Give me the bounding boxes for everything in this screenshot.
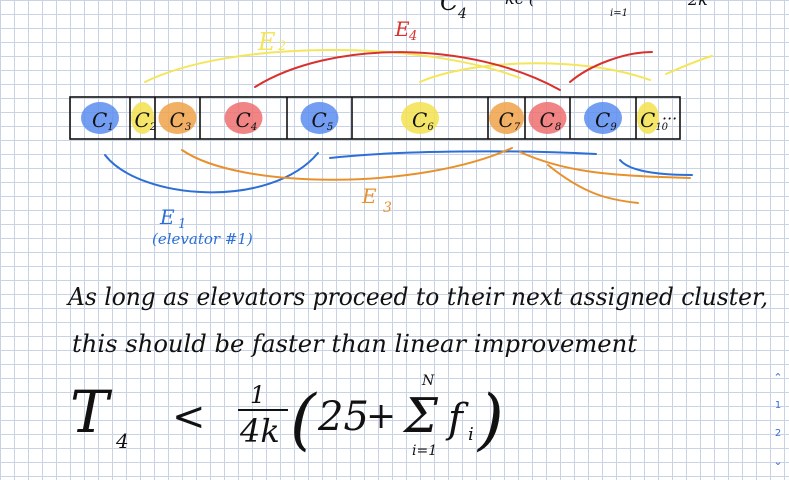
strip-ellipsis: ··· [662,109,677,128]
formula-den: 4k [239,412,280,450]
top-partial-fragment: kc ( [505,0,536,8]
e2-path-c [666,56,712,74]
e3-path [182,148,512,180]
chevron-down-icon[interactable]: ⌄ [773,456,782,468]
top-partial-sum-sub: i=1 [610,8,628,19]
formula-lhs: T [70,378,113,446]
e3-sub: 3 [383,200,392,216]
formula-term: f [445,396,469,442]
e1-label: E [159,205,175,229]
top-partial-tail: 2k [687,0,708,9]
formula-open-paren: ( [290,381,317,458]
formula-num: 1 [250,381,265,409]
e2-path-b [420,63,650,82]
formula-term-sub: i [468,424,474,445]
page-number-2[interactable]: 2 [775,428,781,440]
top-partial-var: C [440,0,458,16]
formula: T 4 < 1 4k ( 25 + N Σ i=1 f i ) [70,373,504,459]
e3-label: E [361,184,377,208]
top-partial-sub: 4 [457,6,467,22]
e4-path [255,52,560,90]
formula-sum: Σ [402,388,439,444]
formula-lhs-sub: 4 [115,429,129,453]
formula-close-paren: ) [476,381,504,458]
top-partial-formula: " C 4 kc ( i=1 2k [118,0,708,22]
e4-sub: 4 [408,29,417,44]
e1-path-c [620,160,692,175]
formula-sum-top: N [421,373,435,389]
formula-lt: < [172,394,206,440]
text-line-1: As long as elevators proceed to their ne… [66,283,768,311]
chevron-up-icon[interactable]: ⌃ [773,372,782,384]
formula-sum-bottom: i=1 [412,443,437,459]
cluster-highlights [81,102,659,134]
page-number-1[interactable]: 1 [775,400,781,412]
e2-path [145,50,520,82]
cluster-labels: C1 C2 C3 C4 C5 C6 C7 C8 C9 C10 [92,108,669,133]
formula-plus: + [366,396,396,437]
e4-label: E [394,17,410,41]
e1-path [105,153,318,192]
green-mark: " [118,0,124,10]
e2-label: E [257,28,276,56]
text-line-2: this should be faster than linear improv… [72,330,637,358]
e1-note: (elevator #1) [152,230,253,248]
e3-path-c [548,165,638,203]
e1-path-b [330,151,596,158]
page-navigator: ⌃ 1 2 ⌄ [767,372,789,468]
e2-sub: 2 [277,39,286,54]
formula-const: 25 [317,394,369,440]
